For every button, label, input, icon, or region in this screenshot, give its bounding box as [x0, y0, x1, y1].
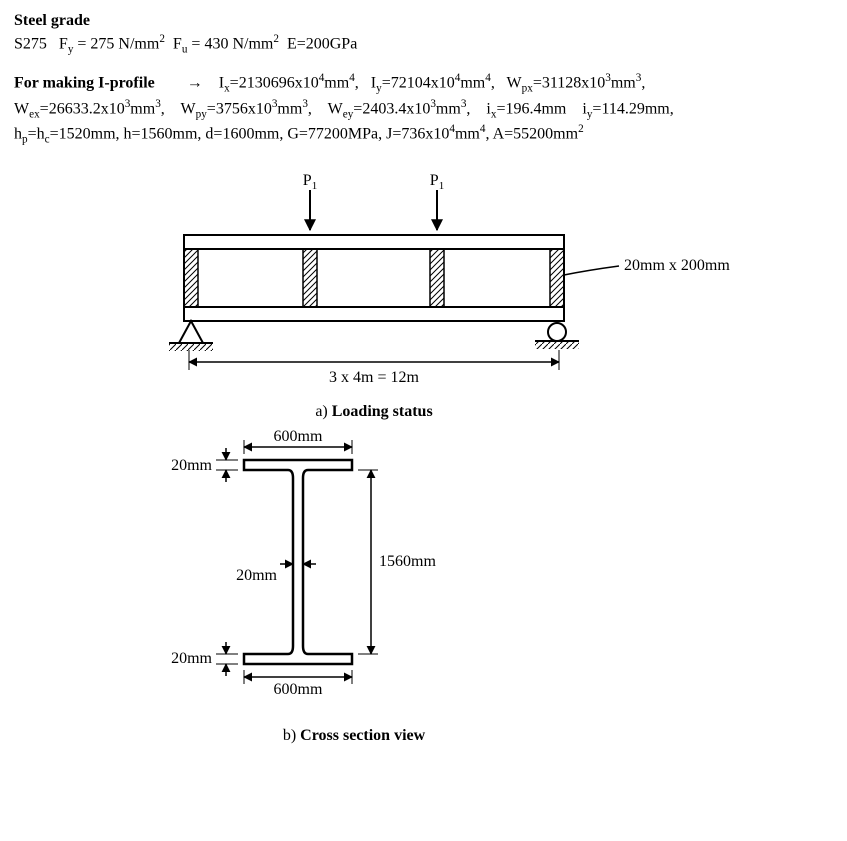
pin-support-icon [179, 321, 203, 343]
web-thk-label: 20mm [236, 567, 277, 584]
roller-support-icon [548, 323, 566, 341]
figure-a-loading: P1 P1 20mm x 200mm 3 x 4m = 12m a) Loadi… [14, 170, 774, 430]
depth-label: 1560mm [379, 553, 436, 570]
steel-name: S275 [14, 35, 47, 52]
stiffener-mid1 [303, 249, 317, 307]
stiffener-right [550, 249, 564, 307]
steel-grade-heading: Steel grade [14, 12, 90, 29]
figure-a-caption: a) Loading status [315, 403, 432, 420]
iprofile-heading: For making I-profile [14, 75, 155, 92]
bottom-flange [184, 307, 564, 321]
figure-b-caption: b) Cross section view [283, 727, 426, 744]
callout-label: 20mm x 200mm [624, 257, 730, 274]
span-label: 3 x 4m = 12m [329, 369, 419, 386]
p1-label-2: P1 [430, 172, 444, 192]
stiffener-left [184, 249, 198, 307]
bottom-flange-width-label: 600mm [274, 681, 323, 698]
steel-grade-block: Steel grade S275 Fy = 275 N/mm2 Fu = 430… [14, 10, 833, 57]
figure-b-cross-section: 600mm 600mm 1560mm 20mm 20mm 20mm b) Cro… [14, 430, 774, 770]
i-section-shape [244, 460, 352, 664]
top-flange [184, 235, 564, 249]
steel-grade-values: S275 Fy = 275 N/mm2 Fu = 430 N/mm2 E=200… [14, 32, 833, 58]
arrow-icon: → [187, 75, 203, 92]
top-flange-width-label: 600mm [274, 430, 323, 445]
stiffener-mid2 [430, 249, 444, 307]
bottom-flange-thk-label: 20mm [171, 650, 212, 667]
callout-leader [564, 266, 619, 275]
top-flange-thk-label: 20mm [171, 457, 212, 474]
p1-label-1: P1 [303, 172, 317, 192]
iprofile-block: For making I-profile → Ix=2130696x104mm4… [14, 71, 833, 148]
